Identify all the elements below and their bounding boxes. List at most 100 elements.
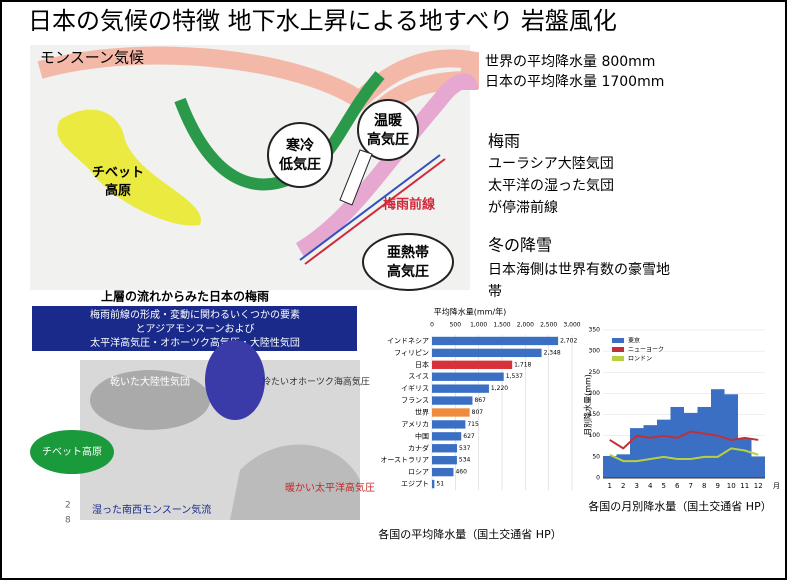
y-tick-label: 日本 xyxy=(415,360,429,369)
legend-swatch xyxy=(612,356,624,361)
y-tick-label: 50 xyxy=(592,453,600,460)
x-tick-label: 7 xyxy=(689,482,693,490)
bar xyxy=(711,389,725,478)
y-axis-label: 月別降水量(mm) xyxy=(583,374,593,436)
value-label: 537 xyxy=(459,445,471,452)
cold-low-label: 低気圧 xyxy=(278,156,321,173)
warm-high-label: 温暖 xyxy=(374,112,403,129)
y-tick-label: 世界 xyxy=(415,408,429,417)
tibet-label: 高原 xyxy=(105,183,131,199)
tibet-region xyxy=(57,109,201,226)
value-label: 534 xyxy=(459,457,471,464)
line xyxy=(609,430,759,450)
chart-title: 平均降水量(mm/年) xyxy=(434,307,507,317)
y-tick-label: エジプト xyxy=(401,480,429,488)
bar xyxy=(432,467,454,477)
y-tick-label: フィリピン xyxy=(394,349,429,357)
x-tick-label: 11 xyxy=(740,482,749,490)
y-tick-label: 350 xyxy=(589,327,601,334)
tibet-label: チベット xyxy=(92,166,144,181)
chart-caption: 各国の平均降水量（国土交通省 HP） xyxy=(378,527,561,541)
y-tick-label: イギリス xyxy=(401,385,429,393)
x-tick-label: 12 xyxy=(754,482,763,490)
dry-label: 乾いた大陸性気団 xyxy=(110,375,190,388)
x-tick-label: 10 xyxy=(727,482,736,490)
x-tick-label: 500 xyxy=(450,322,462,329)
x-tick-label: 2,500 xyxy=(540,322,557,329)
okhotsk-mass xyxy=(205,340,265,420)
pacific-mass xyxy=(230,444,360,520)
note: 日本の平均降水量 1700mm xyxy=(485,74,664,90)
subtropical-label: 高気圧 xyxy=(387,263,429,280)
value-label: 51 xyxy=(436,481,444,488)
japan-shape xyxy=(339,149,373,206)
bar xyxy=(738,438,752,478)
legend-swatch xyxy=(612,338,624,343)
monsoon-map: モンスーン気候 チベット 高原 寒冷 低気圧 温暖 高気圧 梅雨前線 亜熱帯 高… xyxy=(30,45,479,291)
front-line xyxy=(304,158,446,265)
tsuyu-diagram: 上層の流れからみた日本の梅雨 梅雨前線の形成・変動に関わるいくつかの要素 とアジ… xyxy=(30,289,375,526)
x-axis-label: 月 xyxy=(773,482,780,490)
note: ユーラシア大陸気団 xyxy=(488,156,614,172)
bar xyxy=(432,360,513,369)
y-tick-label: 中国 xyxy=(415,431,429,440)
y-tick-label: 100 xyxy=(589,432,601,439)
okhotsk-label: 冷たいオホーツク海高気圧 xyxy=(262,376,370,388)
x-tick-label: 1,500 xyxy=(493,322,510,329)
monsoon-label: 湿った南西モンスーン気流 xyxy=(92,503,211,516)
x-tick-label: 1,000 xyxy=(470,322,487,329)
bar xyxy=(751,456,765,478)
notes: 世界の平均降水量 800mm 日本の平均降水量 1700mm 梅雨 ユーラシア大… xyxy=(485,54,670,300)
legend-label: ロンドン xyxy=(628,356,652,363)
slide-title: 日本の気候の特徴 地下水上昇による地すべり 岩盤風化 xyxy=(28,7,617,35)
warm-high-circle xyxy=(357,99,419,161)
bar xyxy=(697,406,711,478)
bar xyxy=(432,372,504,381)
y-tick-label: カナダ xyxy=(408,443,429,452)
front-line xyxy=(299,154,441,261)
y-tick-label: 200 xyxy=(589,390,601,397)
x-tick-label: 0 xyxy=(430,322,434,329)
subtropical-label: 亜熱帯 xyxy=(387,244,429,261)
box-line: とアジアモンスーンおよび xyxy=(136,323,255,335)
bar xyxy=(432,336,559,346)
bar xyxy=(432,456,457,465)
x-tick-label: 2 xyxy=(621,482,625,490)
map-label: モンスーン気候 xyxy=(40,49,144,67)
diagram-title: 上層の流れからみた日本の梅雨 xyxy=(101,289,269,304)
value-label: 627 xyxy=(463,433,475,440)
y-tick-label: オーストラリア xyxy=(380,456,429,464)
box-line: 梅雨前線の形成・変動に関わるいくつかの要素 xyxy=(90,308,300,321)
y-tick-label: ロシア xyxy=(408,468,429,476)
note-heading: 梅雨 xyxy=(488,132,520,151)
note: 日本海側は世界有数の豪雪地 xyxy=(488,262,670,278)
tibet-label: チベット高原 xyxy=(42,445,102,458)
y-tick-label: 0 xyxy=(596,475,600,482)
diagram-box xyxy=(32,306,357,351)
subtropical-circle xyxy=(362,233,454,291)
pacific-label: 暖かい太平洋高気圧 xyxy=(285,481,375,494)
bar xyxy=(432,396,473,405)
bar xyxy=(657,419,671,478)
chart-caption: 各国の月別降水量（国土交通省 HP） xyxy=(588,499,771,513)
tibet-mass xyxy=(30,430,114,474)
bar xyxy=(603,456,617,478)
x-tick-label: 1 xyxy=(608,482,612,490)
bar xyxy=(432,420,466,429)
y-tick-label: アメリカ xyxy=(401,420,429,428)
bar xyxy=(432,479,435,489)
note: が停滞前線 xyxy=(488,199,558,216)
bar xyxy=(432,444,458,453)
legend-swatch xyxy=(612,347,624,352)
y-tick-label: 300 xyxy=(589,348,601,355)
note-heading: 冬の降雪 xyxy=(488,236,552,255)
dry-mass xyxy=(90,370,210,430)
value-label: 1,220 xyxy=(491,385,508,392)
bar xyxy=(630,428,644,478)
front-label: 梅雨前線 xyxy=(383,197,436,213)
bar xyxy=(643,425,657,478)
value-label: 2,702 xyxy=(560,337,577,344)
bar xyxy=(432,348,542,358)
line xyxy=(609,447,759,463)
